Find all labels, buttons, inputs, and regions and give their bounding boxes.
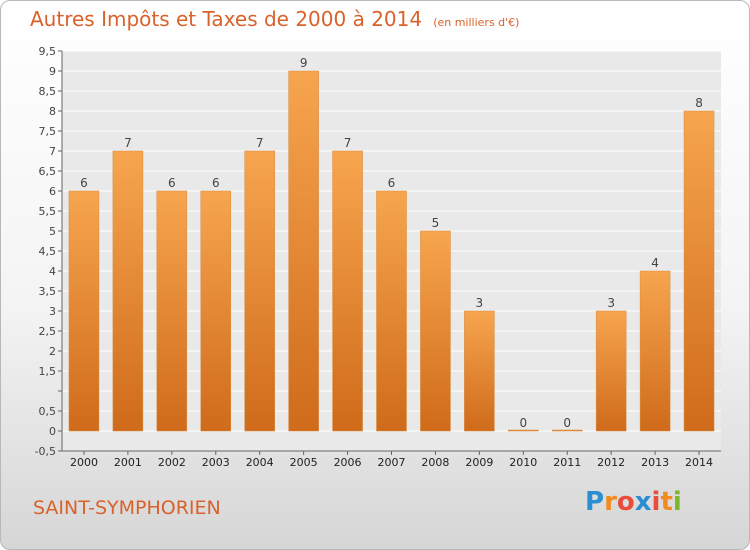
labels: -0,5 0 0,5 1,5 2 2,5 3 3,5 4 4,5 5 5,5 6 6,5 7 7,5 8 8,5 9… bbox=[35, 45, 714, 469]
y-tick-label: 7,5 bbox=[39, 125, 57, 138]
x-tick-label: 2014 bbox=[685, 456, 713, 469]
bar-2005 bbox=[288, 70, 319, 432]
y-tick-label: 4,5 bbox=[39, 245, 57, 258]
y-tick-label: 6,5 bbox=[39, 165, 57, 178]
axes bbox=[58, 50, 721, 455]
commune-name: SAINT-SYMPHORIEN bbox=[33, 497, 221, 519]
x-tick-label: 2004 bbox=[246, 456, 274, 469]
data-label: 5 bbox=[432, 216, 440, 230]
bar-2007 bbox=[376, 190, 407, 432]
bar-2010 bbox=[508, 429, 539, 432]
bars bbox=[68, 70, 715, 432]
y-tick-label: 3 bbox=[49, 305, 56, 318]
logo-letter: r bbox=[604, 487, 617, 517]
y-tick-label: -0,5 bbox=[35, 445, 56, 458]
bar-2008 bbox=[420, 230, 451, 432]
y-tick-label: 9 bbox=[49, 65, 56, 78]
logo-letter: i bbox=[651, 487, 661, 517]
y-tick-label: 5,5 bbox=[39, 205, 57, 218]
bar-2009 bbox=[464, 310, 495, 432]
y-tick-label: 4 bbox=[49, 265, 56, 278]
logo-letter: o bbox=[616, 487, 635, 517]
x-tick-label: 2010 bbox=[509, 456, 537, 469]
bar-2012 bbox=[595, 310, 627, 432]
data-label: 4 bbox=[651, 256, 659, 270]
y-tick-label: 0 bbox=[49, 425, 56, 438]
logo-letter: x bbox=[634, 487, 652, 517]
chart-title-main: Autres Impôts et Taxes de 2000 à 2014 bbox=[30, 7, 423, 31]
y-tick-label: 2 bbox=[49, 345, 56, 358]
proxiti-logo: Proxiti bbox=[585, 487, 682, 517]
x-tick-label: 2005 bbox=[290, 456, 318, 469]
logo-letter: P bbox=[585, 487, 605, 517]
logo-letter: t bbox=[660, 487, 673, 517]
bar-2000 bbox=[68, 190, 100, 432]
bar-2006 bbox=[332, 150, 363, 432]
data-label: 6 bbox=[212, 176, 220, 190]
x-tick-label: 2006 bbox=[334, 456, 362, 469]
data-label: 7 bbox=[256, 136, 264, 150]
x-tick-label: 2000 bbox=[70, 456, 98, 469]
x-tick-label: 2007 bbox=[378, 456, 406, 469]
y-tick-label: 8,5 bbox=[39, 85, 57, 98]
y-tick-label: 6 bbox=[49, 185, 56, 198]
y-tick-label: 9,5 bbox=[39, 45, 57, 58]
data-label: 3 bbox=[476, 296, 484, 310]
x-tick-label: 2001 bbox=[114, 456, 142, 469]
bar-2002 bbox=[156, 190, 188, 432]
y-tick-label: 5 bbox=[49, 225, 56, 238]
y-tick-label: 2,5 bbox=[39, 325, 57, 338]
chart-title: Autres Impôts et Taxes de 2000 à 2014 (e… bbox=[30, 7, 519, 31]
x-tick-label: 2011 bbox=[553, 456, 581, 469]
bar-2011 bbox=[551, 429, 583, 432]
x-tick-label: 2013 bbox=[641, 456, 669, 469]
x-tick-label: 2002 bbox=[158, 456, 186, 469]
data-label: 0 bbox=[563, 416, 571, 430]
data-label: 6 bbox=[168, 176, 176, 190]
x-tick-label: 2009 bbox=[465, 456, 493, 469]
x-tick-label: 2003 bbox=[202, 456, 230, 469]
y-tick-label: 3,5 bbox=[39, 285, 57, 298]
data-label: 6 bbox=[388, 176, 396, 190]
bar-2014 bbox=[683, 110, 715, 432]
bar-2004 bbox=[244, 150, 275, 432]
bar-2013 bbox=[639, 270, 671, 432]
x-tick-label: 2008 bbox=[421, 456, 449, 469]
y-tick-label: 7 bbox=[49, 145, 56, 158]
y-tick-label: 1,5 bbox=[39, 365, 57, 378]
data-label: 0 bbox=[519, 416, 527, 430]
data-label: 6 bbox=[80, 176, 88, 190]
y-tick-label: 0,5 bbox=[39, 405, 57, 418]
chart-title-unit: (en milliers d'€) bbox=[433, 16, 520, 29]
data-label: 9 bbox=[300, 56, 308, 70]
data-label: 7 bbox=[124, 136, 132, 150]
bar-2003 bbox=[200, 190, 232, 432]
data-label: 7 bbox=[344, 136, 352, 150]
y-tick-label: 8 bbox=[49, 105, 56, 118]
logo-letter: i bbox=[672, 487, 682, 517]
bar-2001 bbox=[112, 150, 144, 432]
data-label: 8 bbox=[695, 96, 703, 110]
data-label: 3 bbox=[607, 296, 615, 310]
x-tick-label: 2012 bbox=[597, 456, 625, 469]
